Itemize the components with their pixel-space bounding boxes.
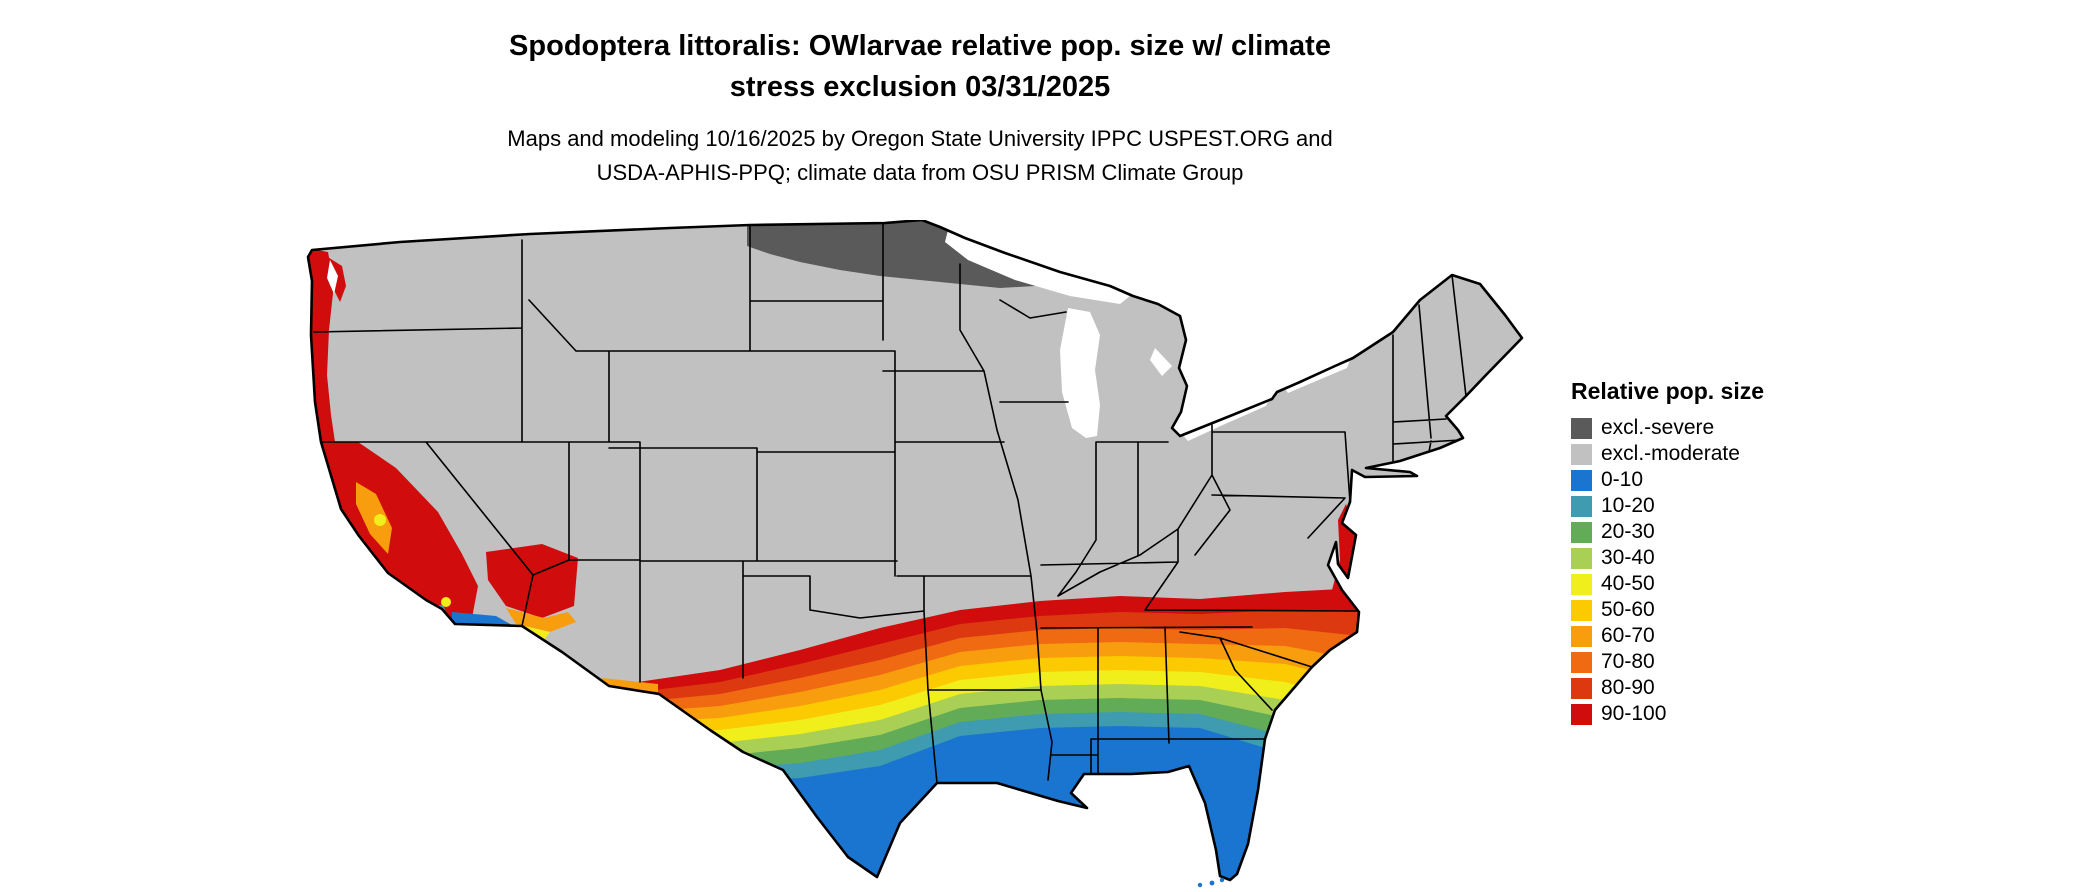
legend-swatch xyxy=(1571,417,1592,439)
legend: Relative pop. size excl.-severe excl.-mod… xyxy=(1571,378,1891,727)
legend-swatch xyxy=(1571,521,1592,543)
legend-title: Relative pop. size xyxy=(1571,378,1765,404)
legend-items: excl.-severe excl.-moderate 0-10 10-20 20-30… xyxy=(1571,415,1891,727)
legend-row: 90-100 xyxy=(1571,701,1891,727)
legend-swatch xyxy=(1571,703,1592,725)
legend-label: 0-10 xyxy=(1601,468,1644,491)
legend-label: excl.-severe xyxy=(1601,416,1715,439)
legend-swatch xyxy=(1571,547,1592,569)
map-title: Spodoptera littoralis: OWlarvae relative… xyxy=(320,26,1520,108)
socal-blue-spot xyxy=(428,612,436,620)
saginaw-bay xyxy=(1150,348,1172,376)
legend-swatch xyxy=(1571,651,1592,673)
legend-row: 10-20 xyxy=(1571,493,1891,519)
legend-swatch xyxy=(1571,495,1592,517)
us-map xyxy=(306,218,1524,888)
legend-label: 10-20 xyxy=(1601,494,1655,517)
legend-row: 50-60 xyxy=(1571,597,1891,623)
california-red xyxy=(310,442,478,624)
excl-severe-region xyxy=(747,220,1045,288)
socal-yellow-spot xyxy=(441,597,451,607)
central-valley-yellow xyxy=(374,514,386,526)
florida-keys xyxy=(1197,877,1225,888)
legend-label: 90-100 xyxy=(1601,702,1667,725)
legend-row: 20-30 xyxy=(1571,519,1891,545)
map-subtitle: Maps and modeling 10/16/2025 by Oregon S… xyxy=(320,122,1520,190)
map-subtitle-line2: USDA-APHIS-PPQ; climate data from OSU PR… xyxy=(596,160,1244,185)
map-title-line2: stress exclusion 03/31/2025 xyxy=(729,71,1111,103)
legend-swatch xyxy=(1571,625,1592,647)
legend-label: 50-60 xyxy=(1601,598,1655,621)
legend-row: 30-40 xyxy=(1571,545,1891,571)
legend-row: 40-50 xyxy=(1571,571,1891,597)
key-dot xyxy=(1219,877,1225,883)
lake-michigan xyxy=(1060,308,1100,438)
legend-label: 40-50 xyxy=(1601,572,1655,595)
legend-swatch xyxy=(1571,573,1592,595)
map-title-line1: Spodoptera littoralis: OWlarvae relative… xyxy=(509,30,1331,62)
legend-swatch xyxy=(1571,443,1592,465)
map-subtitle-line1: Maps and modeling 10/16/2025 by Oregon S… xyxy=(507,126,1333,151)
legend-row: 0-10 xyxy=(1571,467,1891,493)
legend-swatch xyxy=(1571,599,1592,621)
legend-row: 70-80 xyxy=(1571,649,1891,675)
legend-label: 20-30 xyxy=(1601,520,1655,543)
map-fill-layers xyxy=(308,220,1522,880)
lake-ontario xyxy=(1284,360,1350,393)
new-mexico-border-orange xyxy=(602,678,658,692)
legend-label: 60-70 xyxy=(1601,624,1655,647)
legend-row: excl.-moderate xyxy=(1571,441,1891,467)
legend-label: excl.-moderate xyxy=(1601,442,1740,465)
legend-label: 70-80 xyxy=(1601,650,1655,673)
key-dot xyxy=(1197,882,1203,888)
puget-sound xyxy=(327,260,338,294)
legend-swatch xyxy=(1571,469,1592,491)
legend-row: 80-90 xyxy=(1571,675,1891,701)
legend-label: 80-90 xyxy=(1601,676,1655,699)
legend-row: 60-70 xyxy=(1571,623,1891,649)
legend-row: excl.-severe xyxy=(1571,415,1891,441)
state-borders xyxy=(313,223,1467,784)
us-map-container xyxy=(300,218,1530,890)
key-dot xyxy=(1209,880,1215,886)
arizona-orange-fringe xyxy=(506,608,576,632)
central-valley-orange xyxy=(356,482,392,554)
legend-label: 30-40 xyxy=(1601,546,1655,569)
legend-swatch xyxy=(1571,677,1592,699)
